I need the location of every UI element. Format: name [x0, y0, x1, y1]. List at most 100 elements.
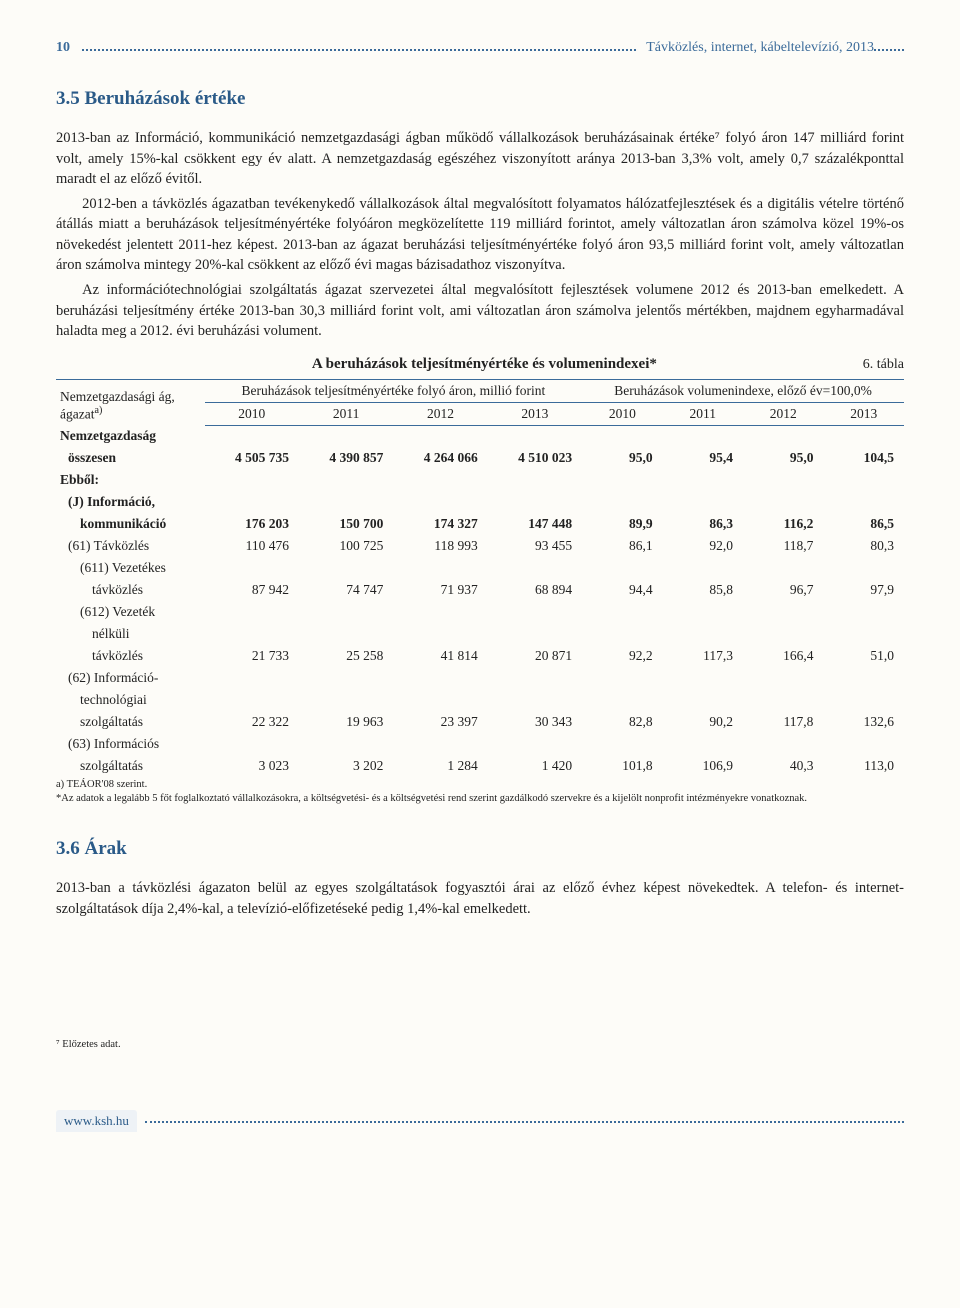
cell: 80,3	[823, 535, 904, 557]
cell	[299, 623, 393, 645]
table-row: szolgáltatás22 32219 96323 39730 34382,8…	[56, 711, 904, 733]
cell	[205, 667, 299, 689]
table-row: (61) Távközlés110 476100 725118 99393 45…	[56, 535, 904, 557]
cell: 90,2	[663, 711, 743, 733]
table-caption-row: A beruházások teljesítményértéke és volu…	[56, 356, 904, 373]
cell: 82,8	[582, 711, 662, 733]
table-row: nélküli	[56, 623, 904, 645]
section-36-p1: 2013-ban a távközlési ágazaton belül az …	[56, 878, 904, 919]
cell	[488, 469, 582, 491]
cell	[582, 689, 662, 711]
section-35-p2: 2012-ben a távközlés ágazatban tevékenyk…	[56, 194, 904, 276]
section-35-title: 3.5 Beruházások értéke	[56, 88, 904, 110]
cell	[743, 689, 823, 711]
row-label: távközlés	[56, 645, 205, 667]
table-row: összesen4 505 7354 390 8574 264 0664 510…	[56, 447, 904, 469]
cell: 4 510 023	[488, 447, 582, 469]
table-row: távközlés87 94274 74771 93768 89494,485,…	[56, 579, 904, 601]
row-label: (612) Vezeték	[56, 601, 205, 623]
cell: 3 023	[205, 755, 299, 777]
row-label: (J) Információ,	[56, 491, 205, 513]
cell	[205, 469, 299, 491]
cell: 3 202	[299, 755, 393, 777]
cell	[393, 469, 487, 491]
cell	[488, 425, 582, 447]
cell: 25 258	[299, 645, 393, 667]
cell: 89,9	[582, 513, 662, 535]
bottom-footnote: ⁷ Előzetes adat.	[56, 1039, 904, 1050]
cell: 21 733	[205, 645, 299, 667]
table-row: kommunikáció176 203150 700174 327147 448…	[56, 513, 904, 535]
cell	[823, 667, 904, 689]
cell	[743, 623, 823, 645]
cell: 71 937	[393, 579, 487, 601]
cell	[205, 601, 299, 623]
cell: 23 397	[393, 711, 487, 733]
cell	[743, 733, 823, 755]
cell	[488, 491, 582, 513]
cell	[743, 469, 823, 491]
cell: 85,8	[663, 579, 743, 601]
cell	[488, 601, 582, 623]
row-label: (62) Információ-	[56, 667, 205, 689]
cell: 74 747	[299, 579, 393, 601]
cell	[582, 425, 662, 447]
cell: 176 203	[205, 513, 299, 535]
cell	[823, 733, 904, 755]
table-year: 2013	[488, 402, 582, 425]
cell	[299, 667, 393, 689]
table-group2: Beruházások volumenindexe, előző év=100,…	[582, 379, 904, 402]
cell: 106,9	[663, 755, 743, 777]
cell	[663, 557, 743, 579]
row-label: összesen	[56, 447, 205, 469]
table-row: Nemzetgazdaság	[56, 425, 904, 447]
cell	[823, 623, 904, 645]
cell	[582, 601, 662, 623]
table-group1: Beruházások teljesítményértéke folyó áro…	[205, 379, 583, 402]
cell	[299, 469, 393, 491]
cell: 93 455	[488, 535, 582, 557]
cell: 86,5	[823, 513, 904, 535]
table-title: A beruházások teljesítményértéke és volu…	[116, 356, 853, 373]
table-row: (63) Információs	[56, 733, 904, 755]
cell	[488, 667, 582, 689]
table-row: (62) Információ-	[56, 667, 904, 689]
cell	[205, 557, 299, 579]
row-label: Nemzetgazdaság	[56, 425, 205, 447]
footer-link[interactable]: www.ksh.hu	[56, 1110, 137, 1132]
section-36-title: 3.6 Árak	[56, 838, 904, 860]
row-label: (63) Információs	[56, 733, 205, 755]
cell: 40,3	[743, 755, 823, 777]
table-row: távközlés21 73325 25841 81420 87192,2117…	[56, 645, 904, 667]
table-body: Nemzetgazdaságösszesen4 505 7354 390 857…	[56, 425, 904, 777]
cell	[743, 601, 823, 623]
cell	[299, 425, 393, 447]
header-title: Távközlés, internet, kábeltelevízió, 201…	[646, 40, 874, 56]
cell	[582, 491, 662, 513]
cell	[205, 689, 299, 711]
cell	[205, 623, 299, 645]
cell	[663, 601, 743, 623]
cell	[393, 689, 487, 711]
cell: 1 284	[393, 755, 487, 777]
cell: 110 476	[205, 535, 299, 557]
table-row: (612) Vezeték	[56, 601, 904, 623]
cell: 147 448	[488, 513, 582, 535]
cell	[299, 557, 393, 579]
cell	[823, 601, 904, 623]
cell	[582, 469, 662, 491]
cell: 41 814	[393, 645, 487, 667]
cell	[582, 667, 662, 689]
section-35-p1: 2013-ban az Információ, kommunikáció nem…	[56, 128, 904, 190]
row-label: kommunikáció	[56, 513, 205, 535]
page-header: 10 Távközlés, internet, kábeltelevízió, …	[56, 40, 904, 56]
row-label: Ebből:	[56, 469, 205, 491]
row-label: szolgáltatás	[56, 755, 205, 777]
table-row: (611) Vezetékes	[56, 557, 904, 579]
cell: 104,5	[823, 447, 904, 469]
cell	[205, 491, 299, 513]
cell: 166,4	[743, 645, 823, 667]
cell: 94,4	[582, 579, 662, 601]
cell: 100 725	[299, 535, 393, 557]
cell	[205, 425, 299, 447]
